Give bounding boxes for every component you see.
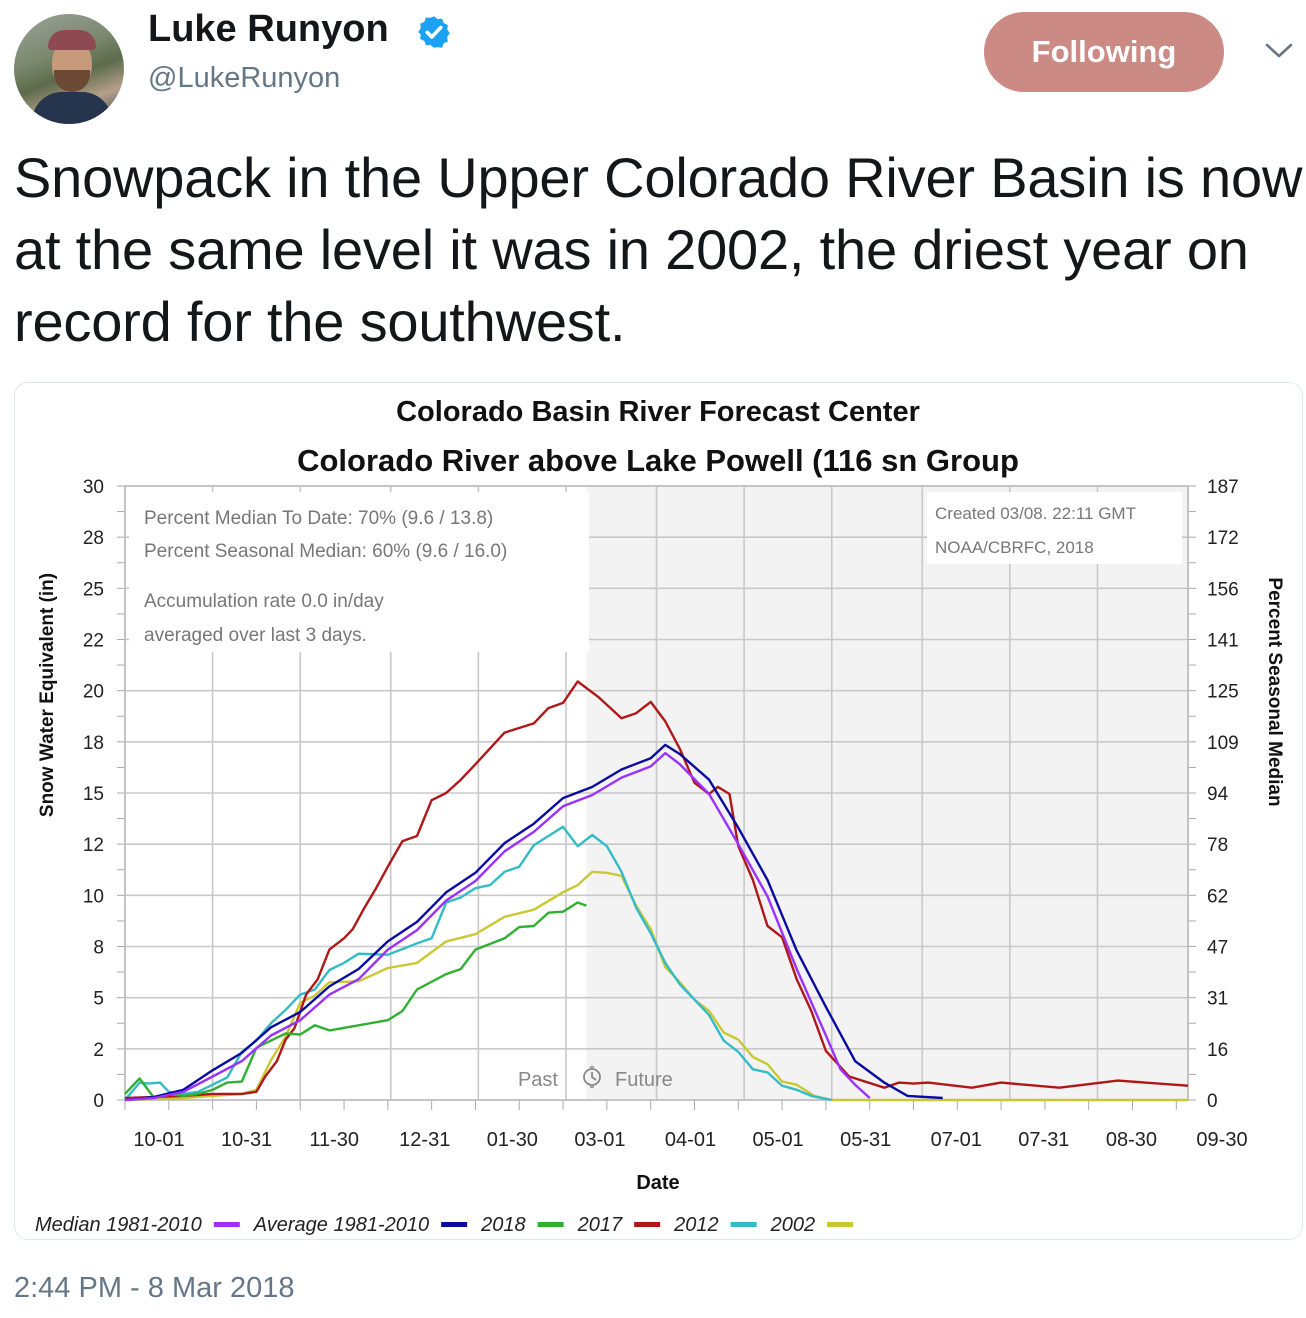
y2-tick-label: 94 (1207, 784, 1229, 805)
verified-badge-icon (418, 16, 450, 48)
x-tick-label: 01-30 (487, 1129, 538, 1151)
author-handle[interactable]: @LukeRunyon (148, 62, 341, 94)
minor-ticks (117, 485, 1196, 1110)
following-button[interactable]: Following (984, 12, 1224, 92)
created-box (927, 492, 1182, 564)
x-tick-label: 04-01 (665, 1129, 716, 1151)
info-box (129, 492, 589, 652)
y-tick-label: 12 (83, 835, 104, 856)
author-name[interactable]: Luke Runyon (148, 8, 389, 50)
legend: Median 1981-2010 Average 1981-2010 2018 201… (35, 1214, 854, 1236)
series-line-2002 (124, 870, 1188, 1102)
info-line: Percent Seasonal Median: 60% (9.6 / 16.0… (144, 541, 507, 562)
y-tick-label: 20 (83, 682, 104, 703)
legend-swatch (730, 1222, 757, 1227)
x-axis-ticks: 10-01 10-31 11-30 12-31 01-30 03-01 04-01 05-01… (133, 1129, 1247, 1151)
y-tick-label: 22 (83, 631, 104, 652)
tweet-timestamp[interactable]: 2:44 PM - 8 Mar 2018 (14, 1272, 295, 1304)
y2-tick-label: 172 (1207, 528, 1239, 549)
y2-tick-label: 187 (1207, 477, 1239, 498)
x-tick-label: 09-30 (1196, 1129, 1247, 1151)
y-tick-label: 8 (93, 938, 104, 959)
series-line-2017 (124, 680, 1189, 1100)
y2-tick-label: 0 (1207, 1091, 1218, 1112)
x-axis-label: Date (636, 1172, 679, 1194)
y2-tick-label: 62 (1207, 886, 1228, 907)
avatar[interactable] (14, 14, 124, 124)
tweet-text: Snowpack in the Upper Colorado River Bas… (14, 146, 1303, 353)
y-tick-label: 5 (93, 989, 104, 1010)
y-tick-label: 10 (83, 886, 104, 907)
future-label: Future (615, 1069, 673, 1091)
y2-axis-label: Percent Seasonal Median (1264, 577, 1285, 806)
y2-tick-label: 156 (1207, 579, 1239, 600)
series-lines (124, 680, 1189, 1102)
x-tick-label: 10-31 (221, 1129, 272, 1151)
created-line: NOAA/CBRFC, 2018 (935, 538, 1094, 557)
legend-swatch (634, 1222, 661, 1227)
chevron-down-icon[interactable] (1262, 38, 1296, 64)
y-tick-label: 0 (93, 1091, 104, 1112)
x-tick-label: 11-30 (309, 1129, 359, 1151)
legend-label: 2012 (673, 1214, 719, 1236)
series-line-median-1981-2010 (124, 751, 871, 1102)
series-line-2012 (124, 825, 832, 1102)
chart-title: Colorado Basin River Forecast Center (396, 396, 920, 428)
series-line-average-1981-2010 (124, 743, 943, 1102)
legend-swatch (213, 1222, 240, 1227)
y2-tick-label: 78 (1207, 835, 1228, 856)
legend-swatch (827, 1222, 854, 1227)
y-tick-label: 18 (83, 733, 104, 754)
legend-label: Average 1981-2010 (253, 1214, 429, 1236)
legend-swatch (441, 1222, 468, 1227)
y-tick-label: 30 (83, 477, 104, 498)
chart-card[interactable]: Percent Median To Date: 70% (9.6 / 13.8)… (14, 382, 1303, 1240)
y-axis-label: Snow Water Equivalent (in) (37, 573, 58, 817)
y-tick-label: 2 (93, 1040, 104, 1061)
snowpack-chart: Percent Median To Date: 70% (9.6 / 13.8)… (35, 396, 1285, 1236)
x-tick-label: 12-31 (399, 1129, 450, 1151)
past-label: Past (518, 1069, 558, 1091)
info-line: Accumulation rate 0.0 in/day (144, 591, 384, 612)
series-line-2018 (124, 901, 587, 1100)
x-tick-label: 08-30 (1106, 1129, 1157, 1151)
y2-tick-label: 31 (1207, 989, 1228, 1010)
avatar-beard (54, 70, 90, 92)
avatar-cap (48, 30, 96, 50)
created-line: Created 03/08. 22:11 GMT (935, 504, 1136, 523)
legend-label: 2017 (577, 1214, 623, 1236)
y2-axis-ticks: 0 16 31 47 62 78 94 109 125 141 156 172 187 (1207, 477, 1239, 1112)
y2-tick-label: 141 (1207, 631, 1239, 652)
legend-swatch (537, 1222, 564, 1227)
x-tick-label: 05-01 (753, 1129, 804, 1151)
avatar-jacket (32, 92, 112, 124)
info-line: averaged over last 3 days. (144, 625, 367, 646)
x-tick-label: 05-31 (840, 1129, 891, 1151)
y2-tick-label: 47 (1207, 938, 1228, 959)
legend-label: 2002 (770, 1214, 816, 1236)
clock-icon (583, 1066, 601, 1088)
y2-tick-label: 16 (1207, 1040, 1228, 1061)
y-tick-label: 25 (83, 579, 104, 600)
y2-tick-label: 125 (1207, 682, 1239, 703)
plot-frame (124, 485, 1189, 1101)
y2-tick-label: 109 (1207, 733, 1239, 754)
legend-label: Median 1981-2010 (35, 1214, 202, 1236)
x-tick-label: 07-01 (931, 1129, 982, 1151)
y-tick-label: 28 (83, 528, 104, 549)
legend-label: 2018 (480, 1214, 526, 1236)
x-tick-label: 07-31 (1018, 1129, 1069, 1151)
chart-subtitle: Colorado River above Lake Powell (116 sn… (297, 443, 1019, 478)
y-tick-label: 15 (83, 784, 104, 805)
info-line: Percent Median To Date: 70% (9.6 / 13.8) (144, 508, 493, 529)
x-tick-label: 03-01 (574, 1129, 625, 1151)
x-tick-label: 10-01 (133, 1129, 184, 1151)
